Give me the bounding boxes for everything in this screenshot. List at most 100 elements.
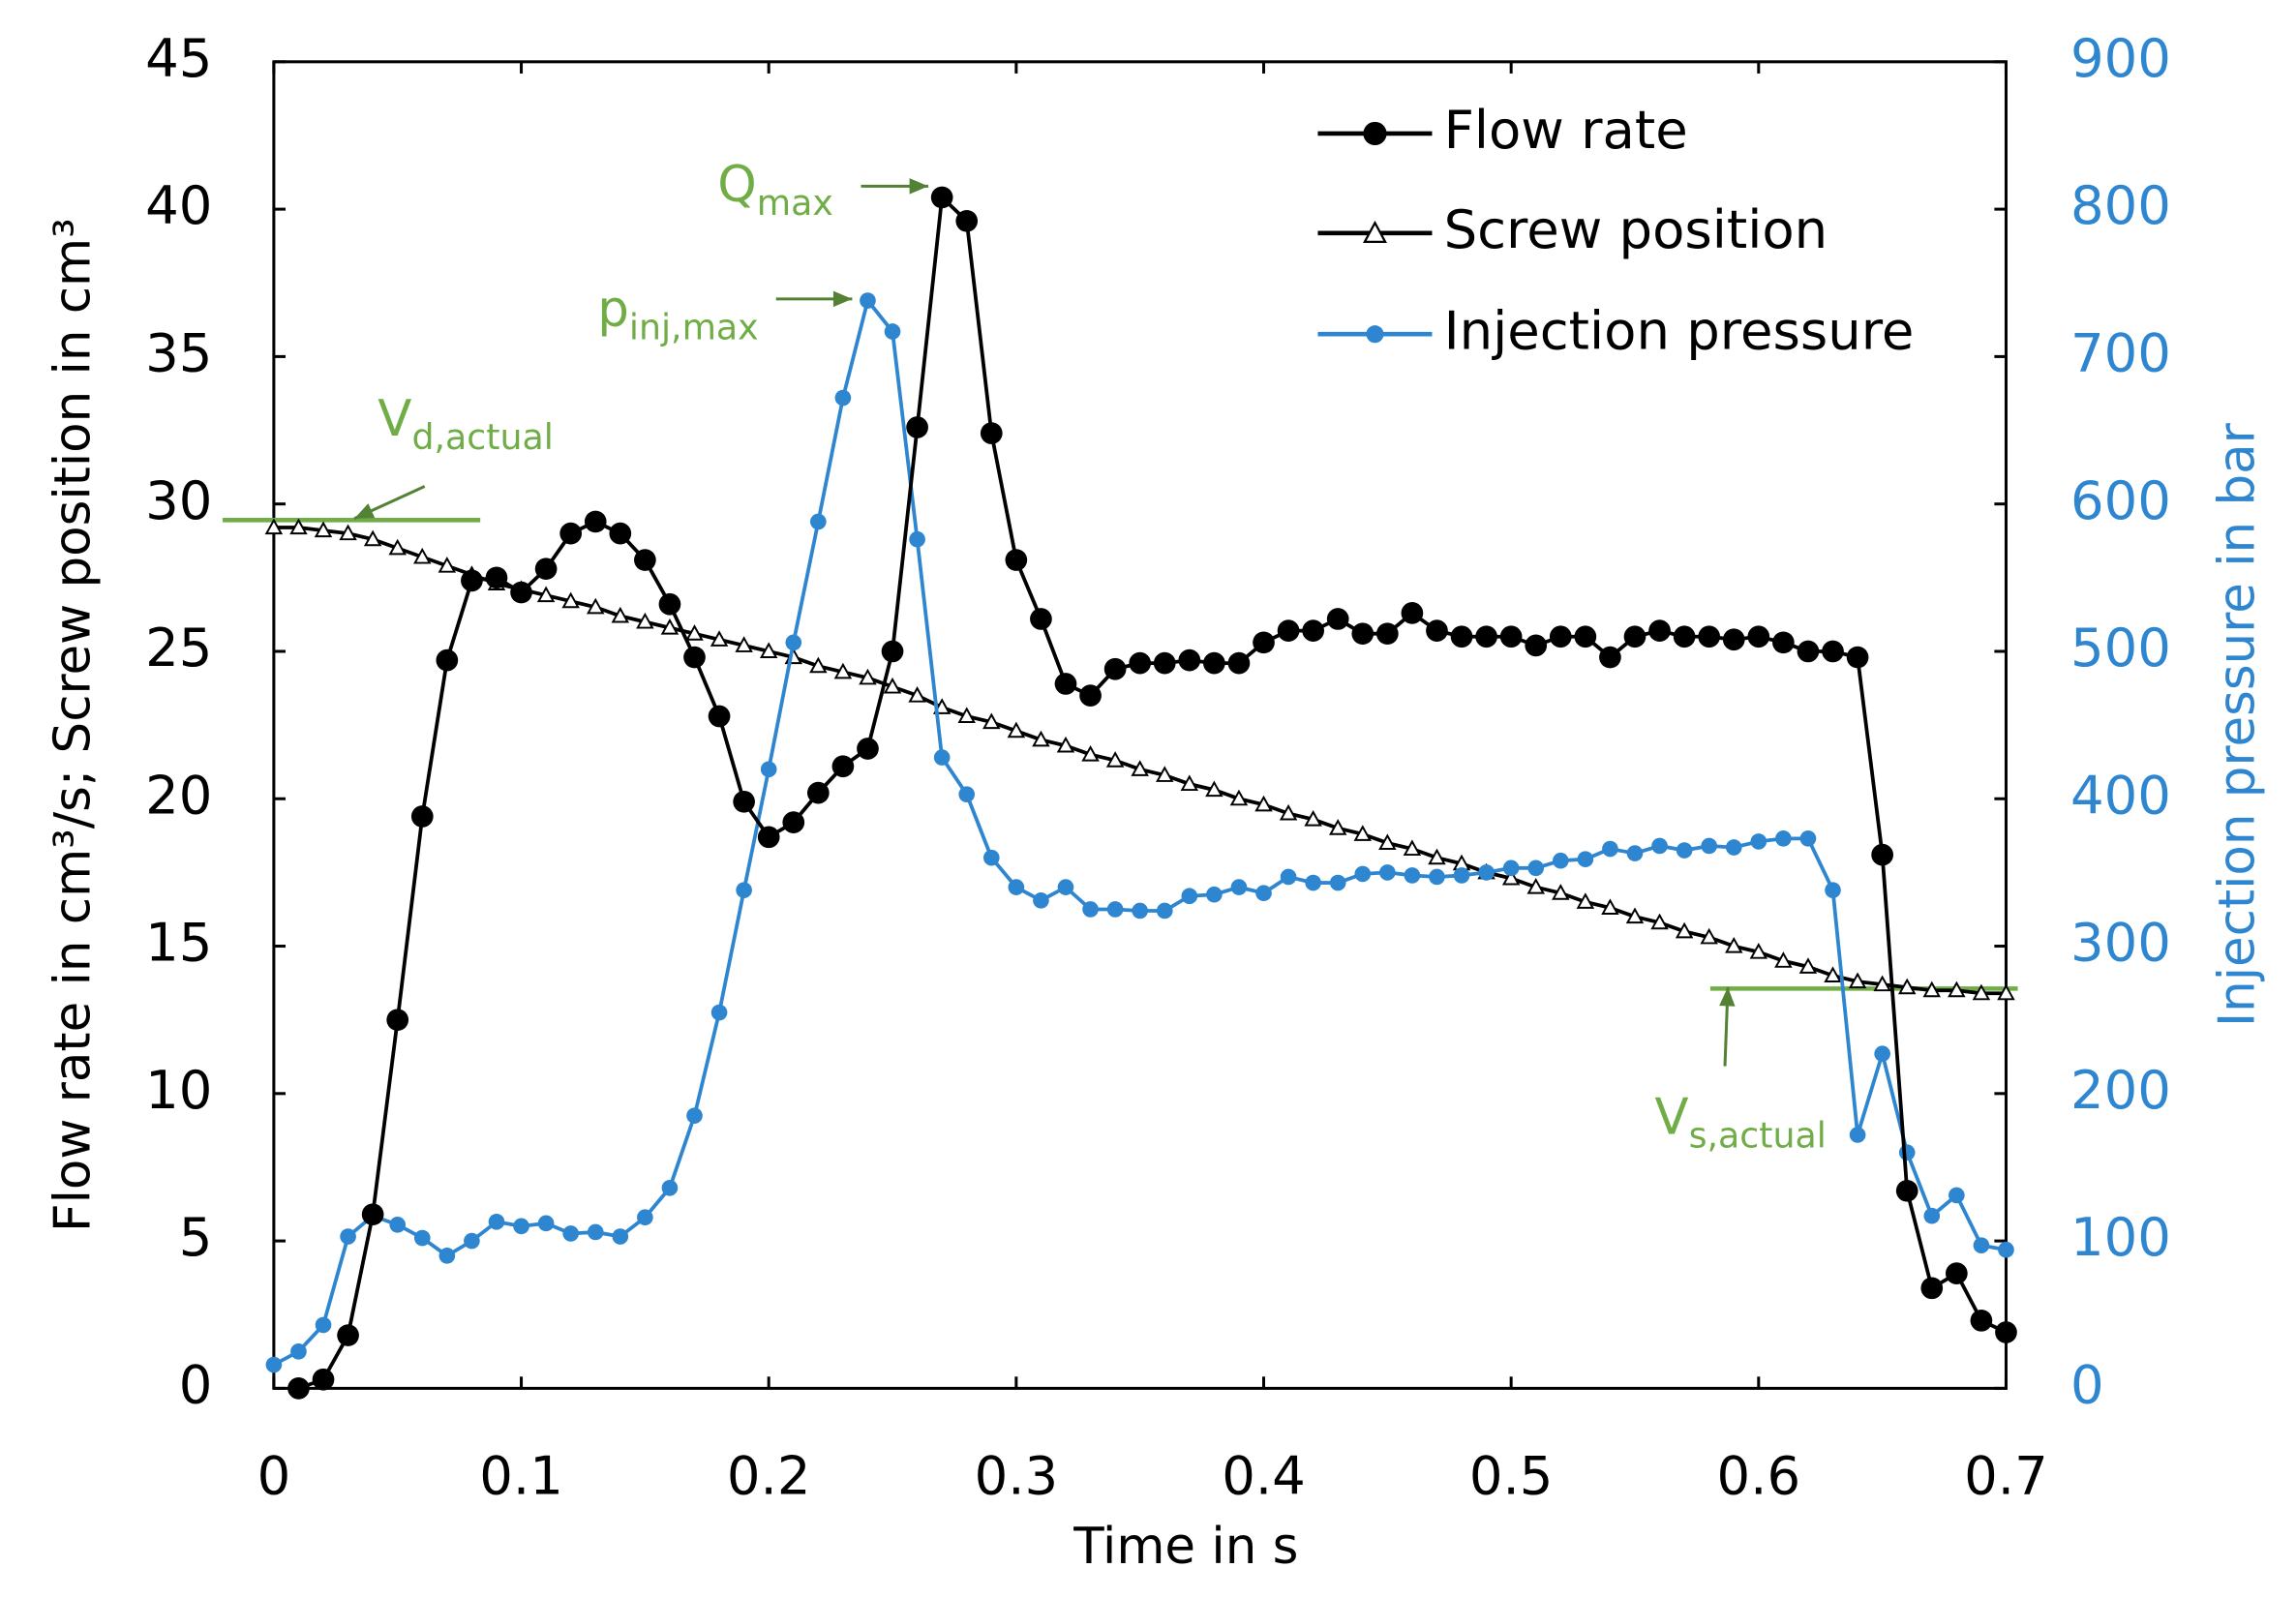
series-marker	[1105, 751, 1125, 768]
series-marker	[857, 738, 879, 760]
series-marker	[1599, 646, 1621, 669]
legend-label: Injection pressure	[1444, 299, 1915, 361]
series-marker	[1973, 1237, 1990, 1253]
y-tick-label: 5	[179, 1206, 213, 1268]
series-marker	[1873, 975, 1891, 992]
series-marker	[1453, 867, 1470, 884]
y2-tick-label: 0	[2070, 1354, 2104, 1416]
series-marker	[683, 646, 706, 669]
series-marker	[436, 648, 459, 672]
series-marker	[587, 1223, 604, 1241]
series-marker	[1103, 657, 1127, 680]
series-marker	[1254, 795, 1273, 812]
series-marker	[510, 581, 532, 604]
series-marker	[884, 323, 901, 340]
series-marker	[1153, 651, 1176, 675]
series-marker	[1033, 892, 1049, 909]
series-marker	[1230, 879, 1248, 895]
series-marker	[1626, 845, 1644, 861]
series-marker	[1848, 972, 1867, 989]
y2-tick-label: 300	[2070, 912, 2171, 974]
x-tick-label: 0	[257, 1444, 291, 1506]
series-marker	[1156, 766, 1174, 782]
series-marker	[438, 557, 457, 573]
series-marker	[909, 530, 925, 548]
series-marker	[1997, 983, 2015, 1001]
series-marker	[1549, 625, 1572, 648]
series-marker	[1825, 882, 1841, 898]
x-tick-label: 0.6	[1717, 1444, 1801, 1506]
series-marker	[982, 849, 1000, 866]
series-marker	[1602, 840, 1618, 858]
x-tick-label: 0.5	[1469, 1444, 1554, 1506]
series-marker	[1131, 760, 1149, 776]
annotation-sub: max	[757, 182, 833, 224]
series-marker	[1799, 830, 1817, 847]
series-marker	[1871, 843, 1893, 866]
series-marker	[1749, 943, 1768, 959]
annotation: Vs,actual	[1654, 1089, 1826, 1157]
series-marker	[1304, 809, 1322, 827]
series-marker	[461, 569, 483, 592]
series-marker	[488, 1213, 505, 1230]
series-marker	[1648, 619, 1671, 642]
y2-tick-label: 700	[2070, 322, 2171, 384]
y-tick-label: 20	[145, 764, 212, 826]
series-marker	[708, 705, 731, 728]
series-marker	[1895, 1179, 1918, 1202]
series-marker	[1305, 874, 1321, 891]
series-marker	[1206, 886, 1223, 903]
series-marker	[534, 558, 558, 581]
annotation-sub: d,actual	[411, 416, 553, 458]
series-marker	[686, 1107, 703, 1124]
series-marker	[1849, 1127, 1866, 1143]
series-marker	[834, 389, 852, 407]
y2-axis-label: Injection pressure in bar	[2209, 422, 2267, 1027]
series-marker	[1898, 1144, 1916, 1161]
series-marker	[760, 761, 777, 778]
series-marker	[1700, 927, 1718, 945]
series-marker	[264, 518, 284, 535]
series-marker	[881, 640, 904, 663]
series-marker	[1329, 874, 1346, 891]
series-marker	[1552, 852, 1569, 869]
series-marker	[1081, 744, 1100, 762]
series-marker	[710, 1004, 728, 1021]
series-marker	[1054, 673, 1077, 695]
series-marker	[785, 634, 802, 651]
y-tick-label: 0	[179, 1354, 213, 1416]
series-marker	[1032, 730, 1050, 747]
series-marker	[1378, 833, 1397, 850]
series-marker	[906, 416, 928, 438]
series-marker	[340, 1228, 356, 1245]
series-marker	[611, 606, 630, 623]
plot-frame	[272, 60, 2008, 1390]
series-marker	[1623, 625, 1646, 648]
series-marker	[485, 566, 508, 589]
series-marker	[1277, 619, 1300, 642]
series-marker	[1106, 901, 1124, 918]
series-marker	[1577, 851, 1594, 868]
annotation: Qmax	[717, 156, 833, 224]
series-marker	[736, 882, 752, 898]
series-marker	[1328, 819, 1347, 835]
series-marker	[636, 612, 654, 629]
series-marker	[1082, 901, 1099, 918]
legend-marker	[1366, 325, 1384, 344]
series-marker	[410, 805, 434, 828]
series-marker	[810, 513, 827, 530]
series-marker	[1057, 879, 1074, 895]
x-tick-label: 0.3	[975, 1444, 1059, 1506]
series-marker	[361, 1203, 384, 1226]
series-marker	[438, 1248, 456, 1264]
series-marker	[1007, 721, 1026, 739]
series-marker	[1650, 913, 1669, 930]
series-marker	[1797, 640, 1820, 663]
series-marker	[1079, 684, 1102, 707]
x-tick-label: 0.7	[1964, 1444, 2048, 1506]
series-marker	[1625, 907, 1645, 924]
series-marker	[1429, 868, 1445, 886]
series-marker	[908, 686, 926, 703]
